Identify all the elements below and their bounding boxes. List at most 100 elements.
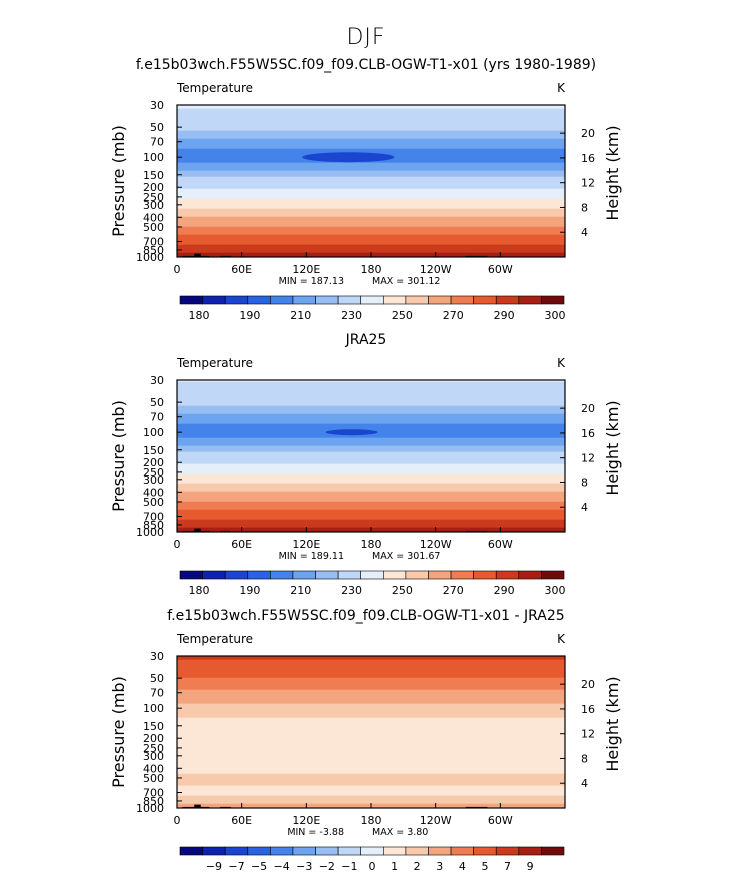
contour-band bbox=[177, 176, 565, 180]
contour-band bbox=[177, 691, 565, 695]
colorbar-box bbox=[518, 295, 542, 305]
colorbar-label: 4 bbox=[459, 860, 466, 872]
contour-band bbox=[177, 493, 565, 497]
contour-band bbox=[177, 771, 565, 775]
contour-band bbox=[177, 717, 565, 721]
contour-band bbox=[177, 433, 565, 437]
colorbar-box bbox=[315, 295, 339, 305]
contour-band bbox=[177, 447, 565, 451]
contour-band bbox=[177, 106, 565, 110]
contour-band bbox=[177, 150, 565, 154]
contour-band bbox=[177, 218, 565, 222]
colorbar-box bbox=[495, 570, 520, 580]
colorbar-label: 3 bbox=[436, 860, 443, 872]
colorbar-label: 270 bbox=[443, 309, 464, 322]
cold-spot bbox=[325, 429, 378, 436]
max-label: MAX = 3.80 bbox=[372, 827, 428, 838]
max-label: MAX = 301.67 bbox=[372, 551, 440, 562]
contour-band bbox=[177, 128, 565, 132]
contour-band bbox=[177, 761, 565, 765]
contour-band bbox=[177, 204, 565, 208]
contour-band bbox=[177, 162, 565, 166]
colorbar-box bbox=[270, 570, 294, 580]
y-tick-label: 100 bbox=[143, 151, 164, 164]
contour-band bbox=[177, 114, 565, 118]
colorbar-box bbox=[270, 295, 294, 305]
y-tick-label: 70 bbox=[150, 687, 164, 700]
contour-band bbox=[177, 445, 565, 449]
y2-tick-label: 8 bbox=[581, 752, 588, 765]
colorbar-box bbox=[450, 295, 474, 305]
y-axis-label: Pressure (mb) bbox=[109, 400, 128, 512]
contour-band bbox=[177, 695, 565, 699]
colorbar-label: 250 bbox=[392, 584, 413, 597]
x-tick-label: 120E bbox=[292, 263, 320, 276]
contour-band bbox=[177, 409, 565, 413]
colorbar-label: −7 bbox=[228, 860, 244, 872]
contour-band bbox=[177, 481, 565, 485]
colorbar-box bbox=[495, 846, 520, 856]
colorbar-label: 9 bbox=[527, 860, 534, 872]
contour-band bbox=[177, 773, 565, 777]
contour-band bbox=[177, 184, 565, 188]
contour-band bbox=[177, 210, 565, 214]
contour-band bbox=[177, 391, 565, 395]
colorbar-box bbox=[337, 570, 362, 580]
contour-band bbox=[177, 673, 565, 677]
contour-band bbox=[177, 513, 565, 517]
contour-band bbox=[177, 795, 565, 799]
contour-band bbox=[177, 134, 565, 138]
contour-band bbox=[177, 665, 565, 669]
contour-band bbox=[177, 200, 565, 204]
y2-tick-label: 20 bbox=[581, 402, 595, 415]
contour-band bbox=[177, 683, 565, 687]
contour-band bbox=[177, 489, 565, 493]
contour-band bbox=[177, 487, 565, 491]
contour-band bbox=[177, 126, 565, 130]
contour-band bbox=[177, 509, 565, 513]
contour-band bbox=[177, 443, 565, 447]
contour-band bbox=[177, 232, 565, 236]
colorbar-label: 210 bbox=[290, 584, 311, 597]
contour-band bbox=[177, 503, 565, 507]
x-tick-label: 60E bbox=[231, 263, 252, 276]
colorbar-box bbox=[292, 295, 316, 305]
y2-tick-label: 4 bbox=[581, 777, 588, 790]
contour-band bbox=[177, 168, 565, 172]
y-tick-label: 50 bbox=[150, 672, 164, 685]
contour-band bbox=[177, 471, 565, 475]
contour-band bbox=[177, 427, 565, 431]
contour-band bbox=[177, 405, 565, 409]
contour-band bbox=[177, 457, 565, 461]
colorbar-label: 1 bbox=[391, 860, 398, 872]
contour-band bbox=[177, 415, 565, 419]
contour-band bbox=[177, 701, 565, 705]
y-tick-label: 500 bbox=[143, 221, 164, 234]
contour-band bbox=[177, 519, 565, 523]
y2-tick-label: 12 bbox=[581, 177, 595, 190]
colorbar-box bbox=[247, 846, 271, 856]
contour-band bbox=[177, 411, 565, 415]
contour-band bbox=[177, 385, 565, 389]
y-tick-label: 1000 bbox=[136, 802, 164, 815]
y2-tick-label: 20 bbox=[581, 127, 595, 140]
contour-band bbox=[177, 216, 565, 220]
y-tick-label: 400 bbox=[143, 211, 164, 224]
colorbar-label: 0 bbox=[369, 860, 376, 872]
contour-band bbox=[177, 234, 565, 238]
contour-band bbox=[177, 144, 565, 148]
contour-band bbox=[177, 679, 565, 683]
y2-tick-label: 20 bbox=[581, 678, 595, 691]
contour-band bbox=[177, 727, 565, 731]
panel-title: f.e15b03wch.F55W5SC.f09_f09.CLB-OGW-T1-x… bbox=[136, 57, 596, 73]
contour-band bbox=[177, 419, 565, 423]
contour-band bbox=[177, 124, 565, 128]
contour-band bbox=[177, 236, 565, 240]
colorbar-label: 250 bbox=[392, 309, 413, 322]
contour-band bbox=[177, 517, 565, 521]
contour-band bbox=[177, 212, 565, 216]
contour-band bbox=[177, 693, 565, 697]
y-tick-label: 700 bbox=[143, 236, 164, 249]
contour-band bbox=[177, 198, 565, 202]
contour-band bbox=[177, 731, 565, 735]
